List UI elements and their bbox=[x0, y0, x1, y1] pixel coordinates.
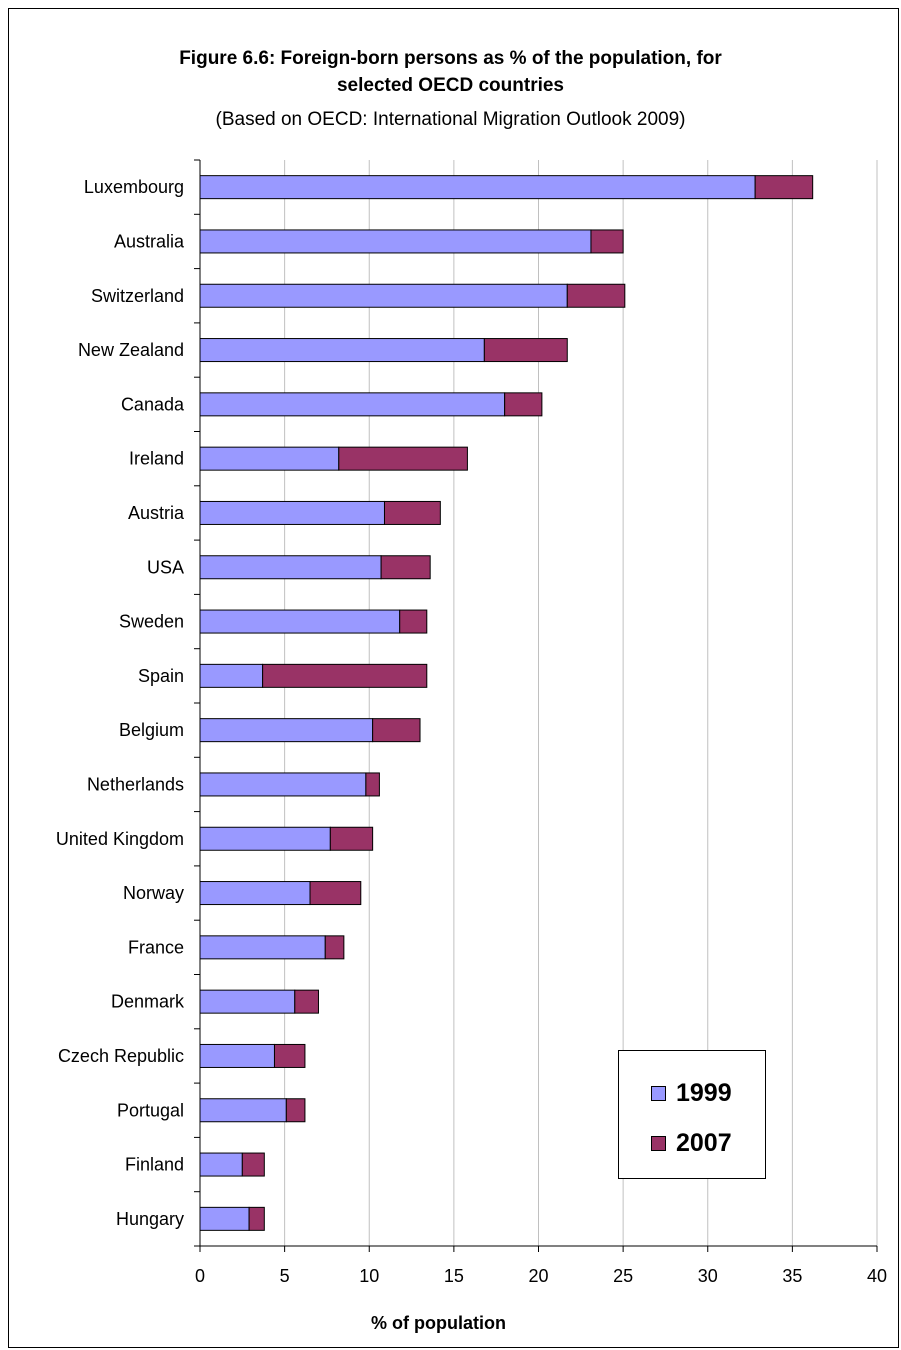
category-label: France bbox=[128, 937, 184, 957]
category-label: Belgium bbox=[119, 720, 184, 740]
legend-item-1999: 1999 bbox=[651, 1079, 732, 1108]
bar-2007-switzerland bbox=[566, 283, 626, 308]
x-tick-label: 25 bbox=[613, 1266, 633, 1286]
x-tick-label: 5 bbox=[280, 1266, 290, 1286]
x-tick-label: 10 bbox=[359, 1266, 379, 1286]
bar-1999-sweden bbox=[199, 609, 401, 634]
x-tick-label: 0 bbox=[195, 1266, 205, 1286]
category-label: Portugal bbox=[117, 1100, 184, 1120]
x-tick-label: 30 bbox=[698, 1266, 718, 1286]
bar-1999-france bbox=[199, 935, 326, 960]
bar-2007-new-zealand bbox=[483, 338, 568, 363]
bar-2007-belgium bbox=[372, 718, 421, 743]
bar-1999-switzerland bbox=[199, 283, 568, 308]
bar-1999-denmark bbox=[199, 989, 296, 1014]
bar-1999-finland bbox=[199, 1152, 243, 1177]
bar-1999-portugal bbox=[199, 1098, 287, 1123]
category-label: Ireland bbox=[129, 449, 184, 469]
bar-2007-finland bbox=[241, 1152, 265, 1177]
bar-1999-united-kingdom bbox=[199, 826, 331, 851]
legend-label-1999: 1999 bbox=[676, 1079, 732, 1107]
category-label: Luxembourg bbox=[84, 177, 184, 197]
bar-2007-hungary bbox=[248, 1206, 265, 1231]
x-axis-label: % of population bbox=[371, 1313, 506, 1333]
bar-1999-new-zealand bbox=[199, 338, 485, 363]
chart-title-line-2: selected OECD countries bbox=[336, 75, 565, 96]
bar-1999-belgium bbox=[199, 718, 374, 743]
category-label: Switzerland bbox=[91, 286, 184, 306]
category-label: Netherlands bbox=[87, 774, 184, 794]
category-label: Czech Republic bbox=[58, 1046, 184, 1066]
bar-2007-australia bbox=[590, 229, 624, 254]
bar-2007-france bbox=[324, 935, 345, 960]
bar-1999-hungary bbox=[199, 1206, 250, 1231]
category-label: Finland bbox=[125, 1155, 184, 1175]
bar-2007-czech-republic bbox=[273, 1043, 306, 1068]
bar-2007-ireland bbox=[338, 446, 468, 471]
bar-1999-netherlands bbox=[199, 772, 367, 797]
bar-1999-austria bbox=[199, 500, 385, 525]
bar-2007-sweden bbox=[399, 609, 428, 634]
chart-title-line-1: Figure 6.6: Foreign-born persons as % of… bbox=[179, 48, 722, 69]
bar-2007-luxembourg bbox=[754, 175, 814, 200]
bar-2007-portugal bbox=[285, 1098, 306, 1123]
category-label: USA bbox=[147, 557, 184, 577]
bar-1999-luxembourg bbox=[199, 175, 756, 200]
chart-subtitle: (Based on OECD: International Migration … bbox=[215, 109, 686, 130]
bar-2007-norway bbox=[309, 881, 362, 906]
bar-2007-austria bbox=[383, 500, 441, 525]
bar-2007-netherlands bbox=[365, 772, 380, 797]
bar-1999-czech-republic bbox=[199, 1043, 275, 1068]
category-label: Denmark bbox=[111, 992, 185, 1012]
x-tick-label: 40 bbox=[867, 1266, 887, 1286]
bar-2007-denmark bbox=[294, 989, 319, 1014]
bar-1999-australia bbox=[199, 229, 592, 254]
category-label: Austria bbox=[128, 503, 185, 523]
category-label: Spain bbox=[138, 666, 184, 686]
legend-label-2007: 2007 bbox=[676, 1129, 732, 1157]
category-label: New Zealand bbox=[78, 340, 184, 360]
bar-2007-canada bbox=[504, 392, 543, 417]
bar-1999-norway bbox=[199, 881, 311, 906]
legend-swatch-1999 bbox=[651, 1086, 666, 1101]
bar-1999-usa bbox=[199, 555, 382, 580]
bar-2007-spain bbox=[262, 663, 428, 688]
x-tick-label: 35 bbox=[782, 1266, 802, 1286]
category-label: Canada bbox=[121, 394, 185, 414]
category-label: Sweden bbox=[119, 612, 184, 632]
category-label: Hungary bbox=[116, 1209, 184, 1229]
category-label: Australia bbox=[114, 231, 185, 251]
category-label: Norway bbox=[123, 883, 184, 903]
bar-1999-canada bbox=[199, 392, 506, 417]
legend-swatch-2007 bbox=[651, 1136, 666, 1151]
bar-1999-spain bbox=[199, 663, 264, 688]
legend-item-2007: 2007 bbox=[651, 1129, 732, 1158]
bar-2007-usa bbox=[380, 555, 431, 580]
x-tick-label: 20 bbox=[528, 1266, 548, 1286]
legend: 1999 2007 bbox=[618, 1050, 766, 1179]
bar-2007-united-kingdom bbox=[329, 826, 374, 851]
bar-1999-ireland bbox=[199, 446, 340, 471]
category-label: United Kingdom bbox=[56, 829, 184, 849]
x-tick-label: 15 bbox=[444, 1266, 464, 1286]
